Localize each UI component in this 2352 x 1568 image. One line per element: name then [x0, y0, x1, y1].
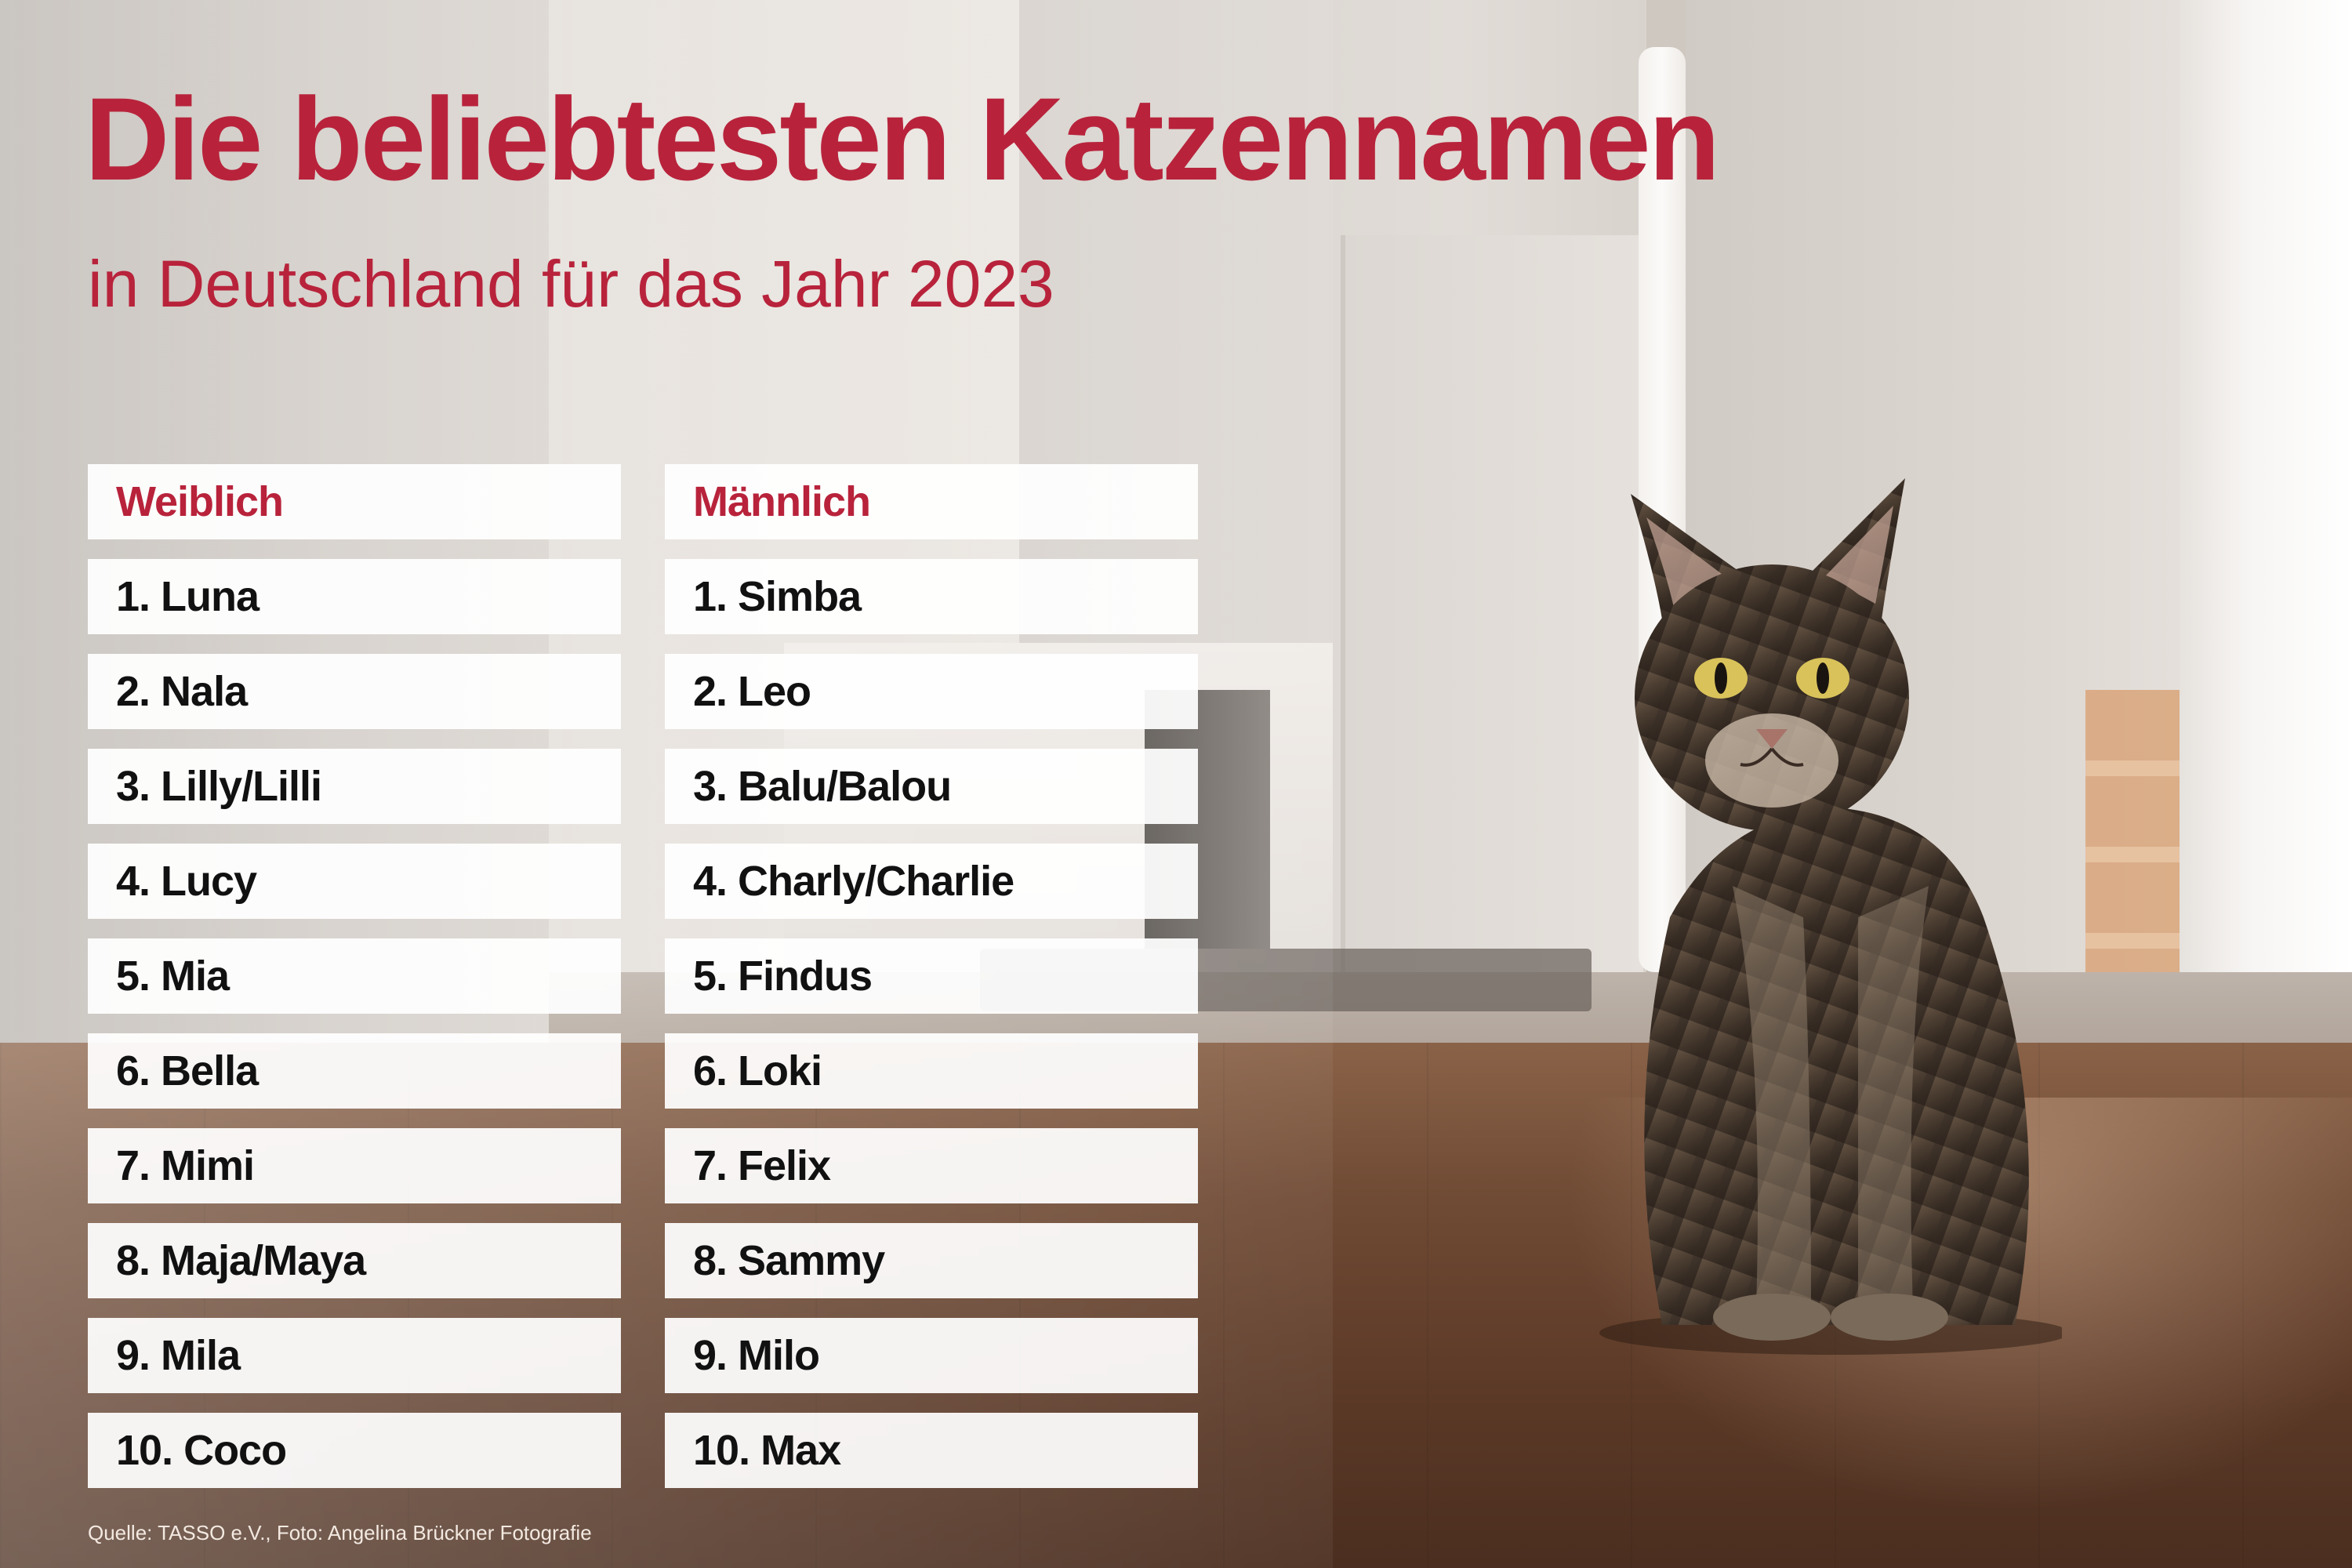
list-item: 6. Bella — [88, 1033, 621, 1109]
list-item: 9. Mila — [88, 1318, 621, 1393]
tabby-cat-icon — [1599, 478, 2062, 1355]
female-names-list: Weiblich 1. Luna 2. Nala 3. Lilly/Lilli … — [88, 464, 621, 1508]
female-heading: Weiblich — [88, 464, 621, 539]
list-item: 3. Balu/Balou — [665, 749, 1198, 824]
source-credit: Quelle: TASSO e.V., Foto: Angelina Brück… — [88, 1521, 592, 1544]
list-item: 10. Coco — [88, 1413, 621, 1488]
list-item: 5. Mia — [88, 938, 621, 1014]
list-item: 7. Mimi — [88, 1128, 621, 1203]
list-item: 5. Findus — [665, 938, 1198, 1014]
list-item: 1. Luna — [88, 559, 621, 634]
list-item: 7. Felix — [665, 1128, 1198, 1203]
page-subtitle: in Deutschland für das Jahr 2023 — [88, 247, 1054, 321]
list-item: 8. Maja/Maya — [88, 1223, 621, 1298]
list-item: 1. Simba — [665, 559, 1198, 634]
list-item: 8. Sammy — [665, 1223, 1198, 1298]
list-item: 4. Lucy — [88, 844, 621, 919]
list-item: 2. Nala — [88, 654, 621, 729]
male-heading: Männlich — [665, 464, 1198, 539]
list-item: 9. Milo — [665, 1318, 1198, 1393]
door — [1341, 235, 1643, 988]
male-names-list: Männlich 1. Simba 2. Leo 3. Balu/Balou 4… — [665, 464, 1198, 1508]
list-item: 2. Leo — [665, 654, 1198, 729]
list-item: 3. Lilly/Lilli — [88, 749, 621, 824]
page-title: Die beliebtesten Katzennamen — [85, 73, 1720, 205]
list-item: 4. Charly/Charlie — [665, 844, 1198, 919]
list-item: 10. Max — [665, 1413, 1198, 1488]
list-item: 6. Loki — [665, 1033, 1198, 1109]
curtain — [2180, 0, 2352, 1113]
